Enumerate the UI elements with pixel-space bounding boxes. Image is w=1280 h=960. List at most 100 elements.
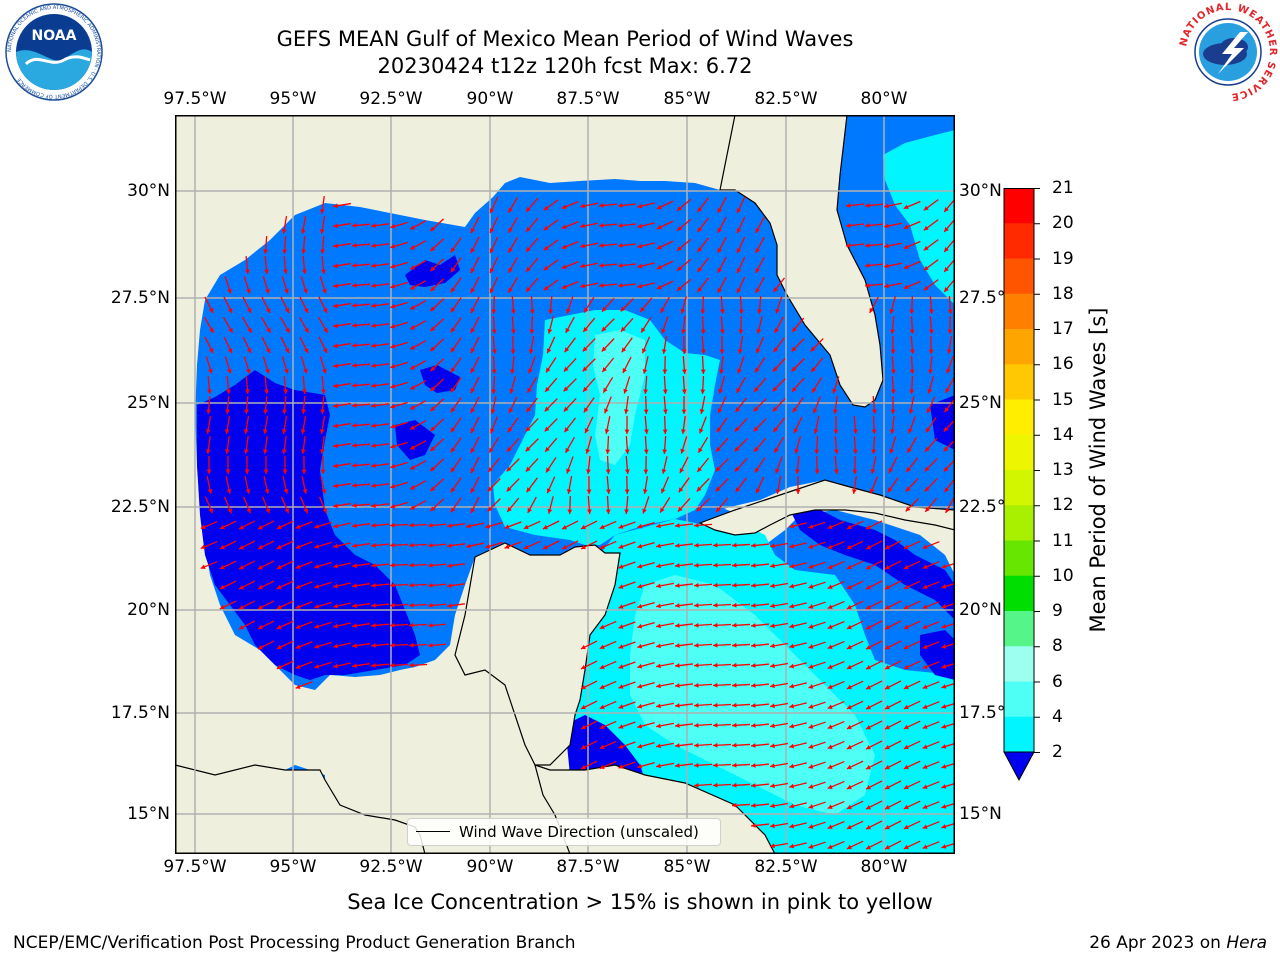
lon-tick-bottom: 90°W [466, 857, 514, 877]
wind-arrow-head [925, 427, 931, 433]
wind-arrow-head [333, 403, 338, 409]
wind-arrow-head [732, 802, 737, 808]
wind-arrow-head [450, 367, 456, 373]
wind-arrow-head [295, 604, 301, 609]
wind-arrow-head [923, 225, 929, 231]
lon-tick-top: 82.5°W [754, 89, 818, 109]
wind-arrow-head [903, 784, 909, 790]
wind-arrow-head [303, 348, 309, 354]
wind-arrow-head [903, 804, 909, 810]
wind-arrow-head [263, 249, 269, 254]
wind-arrow-head [371, 523, 376, 528]
colorbar-cell [1004, 470, 1034, 506]
wind-arrow-head [563, 386, 569, 392]
wind-arrow-head [208, 368, 213, 374]
wind-arrow-head [390, 343, 396, 349]
wind-arrow-head [681, 349, 687, 354]
wind-arrow-head [770, 723, 775, 729]
wind-arrow-head [717, 227, 722, 233]
wind-arrow-head [371, 483, 376, 488]
wind-arrow-head [770, 683, 775, 689]
lon-tick-top: 90°W [466, 89, 514, 109]
wind-arrow-head [430, 386, 436, 392]
wind-arrow-head [390, 223, 396, 229]
wind-arrow-head [352, 523, 357, 529]
wind-arrow-head [525, 426, 531, 432]
wind-arrow-head [410, 405, 416, 410]
wind-arrow-head [792, 407, 798, 413]
wind-arrow-head [770, 643, 775, 649]
wind-arrow-head [371, 383, 376, 388]
wind-arrow-head [352, 303, 357, 308]
wind-arrow-head [319, 209, 325, 214]
wind-arrow-head [640, 307, 645, 312]
wind-arrow-head [208, 508, 214, 514]
wind-arrow-head [599, 624, 605, 630]
wind-arrow-head [410, 345, 416, 350]
wind-arrow-head [620, 326, 626, 332]
wind-arrow-head [941, 644, 947, 649]
wind-arrow-head [262, 429, 268, 434]
wind-arrow-head [737, 349, 743, 354]
wind-arrow-head [846, 564, 852, 570]
wind-arrow-head [789, 603, 795, 609]
wind-arrow-head [371, 643, 376, 648]
wind-arrow-head [618, 704, 624, 709]
wind-arrow-head [846, 604, 852, 610]
lat-tick-right: 20°N [959, 600, 1002, 620]
wind-arrow-head [865, 584, 871, 590]
wind-arrow-head [677, 266, 682, 271]
wind-arrow-head [928, 329, 934, 334]
wind-arrow-head [599, 644, 605, 650]
wind-arrow-head [751, 803, 756, 808]
wind-arrow-head [301, 449, 306, 454]
wind-arrow-head [789, 543, 795, 549]
wind-arrow-head [295, 544, 301, 549]
wind-arrow-head [846, 824, 852, 830]
wind-arrow-head [333, 443, 338, 449]
wind-arrow-head [656, 603, 661, 609]
wind-arrow-head [661, 349, 667, 354]
wind-arrow-head [352, 423, 357, 428]
wind-arrow-head [656, 683, 661, 689]
wind-arrow-head [865, 804, 871, 810]
wind-arrow-head [637, 523, 643, 529]
wind-arrow-head [751, 543, 756, 548]
wind-arrow-head [772, 386, 778, 392]
wind-arrow-head [903, 244, 909, 249]
wind-arrow-head [561, 204, 567, 209]
wind-arrow-head [547, 328, 553, 334]
wind-arrow-head [284, 288, 289, 294]
wind-arrow-head [323, 327, 328, 333]
colorbar-tick-label: 14 [1052, 424, 1074, 445]
wind-arrow-head [814, 469, 820, 474]
wind-arrow-head [719, 349, 725, 354]
wind-arrow-head [922, 544, 928, 549]
colorbar-tick-label: 12 [1052, 495, 1074, 516]
wind-arrow-head [903, 624, 909, 630]
wind-arrow-head [751, 723, 756, 728]
wind-arrow-head [333, 583, 339, 589]
wind-arrow-head [603, 387, 608, 393]
wind-arrow-head [922, 564, 928, 569]
wind-arrow-head [637, 643, 643, 649]
wind-arrow-head [656, 763, 661, 769]
wind-arrow-head [618, 664, 624, 669]
wind-arrow-head [485, 543, 491, 549]
wind-arrow-head [284, 508, 290, 514]
wind-arrow-head [642, 368, 648, 374]
wind-arrow-head [770, 743, 775, 749]
wind-arrow-head [736, 208, 742, 214]
wind-arrow-head [925, 446, 930, 452]
wind-arrow-head [227, 308, 233, 314]
wind-arrow-head [793, 428, 799, 434]
wind-arrow-head [430, 306, 436, 312]
wind-arrow-head [333, 623, 339, 629]
wind-arrow-head [890, 369, 896, 374]
wind-arrow-head [507, 446, 512, 452]
wind-arrow-head [281, 429, 287, 434]
wind-arrow-head [543, 285, 549, 291]
wind-arrow-head [637, 723, 643, 729]
wind-arrow-head [450, 387, 456, 393]
wind-arrow-head [732, 582, 737, 588]
